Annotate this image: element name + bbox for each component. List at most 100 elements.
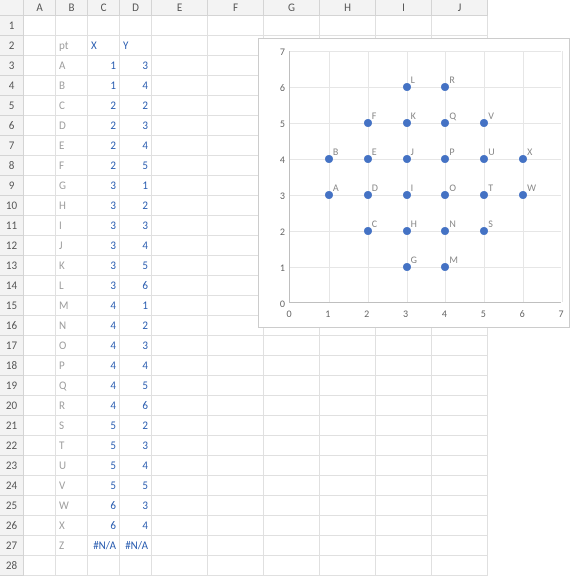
cell-F7[interactable] [208, 136, 264, 156]
row-header-22[interactable]: 22 [0, 436, 24, 456]
row-header-26[interactable]: 26 [0, 516, 24, 536]
cell-I21[interactable] [376, 416, 432, 436]
cell-C11[interactable]: 3 [88, 216, 120, 236]
cell-I18[interactable] [376, 356, 432, 376]
cell-C26[interactable]: 6 [88, 516, 120, 536]
cell-J19[interactable] [432, 376, 488, 396]
cell-B4[interactable]: B [56, 76, 88, 96]
cell-E15[interactable] [152, 296, 208, 316]
cell-A3[interactable] [24, 56, 56, 76]
cell-C14[interactable]: 3 [88, 276, 120, 296]
cell-D19[interactable]: 5 [120, 376, 152, 396]
cell-I17[interactable] [376, 336, 432, 356]
cell-F25[interactable] [208, 496, 264, 516]
cell-F22[interactable] [208, 436, 264, 456]
cell-D18[interactable]: 4 [120, 356, 152, 376]
cell-B27[interactable]: Z [56, 536, 88, 556]
cell-J27[interactable] [432, 536, 488, 556]
cell-B5[interactable]: C [56, 96, 88, 116]
cell-B8[interactable]: F [56, 156, 88, 176]
cell-E23[interactable] [152, 456, 208, 476]
cell-C7[interactable]: 2 [88, 136, 120, 156]
cell-D20[interactable]: 6 [120, 396, 152, 416]
cell-A9[interactable] [24, 176, 56, 196]
cell-A18[interactable] [24, 356, 56, 376]
cell-B24[interactable]: V [56, 476, 88, 496]
cell-F23[interactable] [208, 456, 264, 476]
cell-C23[interactable]: 5 [88, 456, 120, 476]
cell-F11[interactable] [208, 216, 264, 236]
cell-H22[interactable] [320, 436, 376, 456]
row-header-2[interactable]: 2 [0, 36, 24, 56]
col-header-A[interactable]: A [24, 0, 56, 16]
cell-H1[interactable] [320, 16, 376, 36]
cell-A8[interactable] [24, 156, 56, 176]
cell-I28[interactable] [376, 556, 432, 576]
cell-G18[interactable] [264, 356, 320, 376]
cell-A5[interactable] [24, 96, 56, 116]
cell-B25[interactable]: W [56, 496, 88, 516]
row-header-13[interactable]: 13 [0, 256, 24, 276]
cell-D26[interactable]: 4 [120, 516, 152, 536]
cell-H24[interactable] [320, 476, 376, 496]
cell-C5[interactable]: 2 [88, 96, 120, 116]
col-header-J[interactable]: J [432, 0, 488, 16]
cell-C4[interactable]: 1 [88, 76, 120, 96]
cell-C24[interactable]: 5 [88, 476, 120, 496]
cell-E4[interactable] [152, 76, 208, 96]
cell-E2[interactable] [152, 36, 208, 56]
cell-G19[interactable] [264, 376, 320, 396]
cell-F26[interactable] [208, 516, 264, 536]
cell-B10[interactable]: H [56, 196, 88, 216]
cell-F17[interactable] [208, 336, 264, 356]
cell-D10[interactable]: 2 [120, 196, 152, 216]
row-header-28[interactable]: 28 [0, 556, 24, 576]
cell-J20[interactable] [432, 396, 488, 416]
cell-H28[interactable] [320, 556, 376, 576]
cell-D11[interactable]: 3 [120, 216, 152, 236]
cell-E11[interactable] [152, 216, 208, 236]
cell-B28[interactable] [56, 556, 88, 576]
cell-B6[interactable]: D [56, 116, 88, 136]
cell-A24[interactable] [24, 476, 56, 496]
cell-A25[interactable] [24, 496, 56, 516]
row-header-16[interactable]: 16 [0, 316, 24, 336]
corner-cell[interactable] [0, 0, 24, 16]
cell-C20[interactable]: 4 [88, 396, 120, 416]
cell-E21[interactable] [152, 416, 208, 436]
col-header-D[interactable]: D [120, 0, 152, 16]
cell-E18[interactable] [152, 356, 208, 376]
cell-I27[interactable] [376, 536, 432, 556]
cell-E1[interactable] [152, 16, 208, 36]
cell-E22[interactable] [152, 436, 208, 456]
col-header-G[interactable]: G [264, 0, 320, 16]
row-header-10[interactable]: 10 [0, 196, 24, 216]
cell-F6[interactable] [208, 116, 264, 136]
cell-C15[interactable]: 4 [88, 296, 120, 316]
cell-J1[interactable] [432, 16, 488, 36]
cell-B12[interactable]: J [56, 236, 88, 256]
cell-H23[interactable] [320, 456, 376, 476]
cell-F10[interactable] [208, 196, 264, 216]
cell-F28[interactable] [208, 556, 264, 576]
cell-I26[interactable] [376, 516, 432, 536]
row-header-19[interactable]: 19 [0, 376, 24, 396]
row-header-1[interactable]: 1 [0, 16, 24, 36]
cell-G1[interactable] [264, 16, 320, 36]
cell-F14[interactable] [208, 276, 264, 296]
cell-B16[interactable]: N [56, 316, 88, 336]
row-header-21[interactable]: 21 [0, 416, 24, 436]
row-header-15[interactable]: 15 [0, 296, 24, 316]
cell-B23[interactable]: U [56, 456, 88, 476]
cell-C2[interactable]: X [88, 36, 120, 56]
cell-F3[interactable] [208, 56, 264, 76]
cell-E9[interactable] [152, 176, 208, 196]
cell-J26[interactable] [432, 516, 488, 536]
cell-A6[interactable] [24, 116, 56, 136]
row-header-5[interactable]: 5 [0, 96, 24, 116]
cell-B3[interactable]: A [56, 56, 88, 76]
cell-A2[interactable] [24, 36, 56, 56]
cell-B1[interactable] [56, 16, 88, 36]
cell-F13[interactable] [208, 256, 264, 276]
cell-D2[interactable]: Y [120, 36, 152, 56]
